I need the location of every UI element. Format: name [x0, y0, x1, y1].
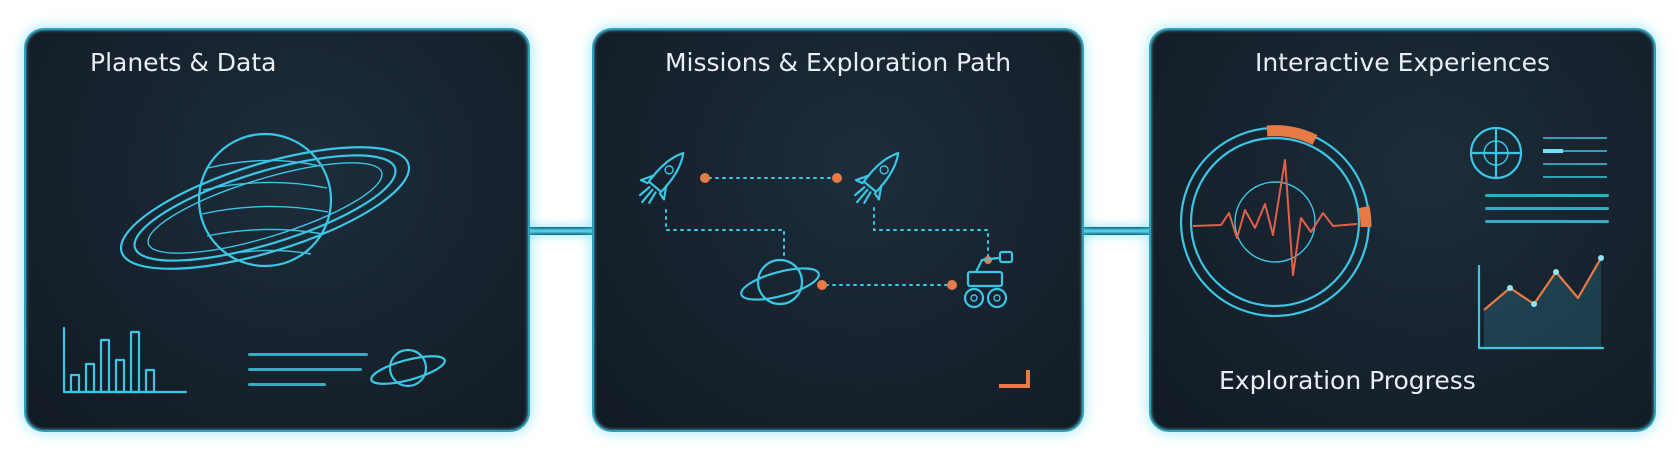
compass-icon — [1469, 126, 1523, 180]
card-title: Planets & Data — [90, 48, 277, 77]
corner-bracket-icon — [999, 370, 1030, 388]
panel-connector — [1078, 227, 1151, 235]
ringed-planet-icon — [119, 132, 411, 270]
rocket-icon — [854, 151, 900, 204]
planets-art — [62, 132, 446, 394]
small-planet-icon — [370, 348, 446, 388]
line-chart-icon — [1477, 255, 1605, 350]
panel-connector — [524, 227, 594, 235]
card-title: Missions & Exploration Path — [664, 48, 1012, 77]
ringed-planet-icon — [740, 258, 820, 306]
exploration-progress-label: Exploration Progress — [1219, 366, 1476, 395]
slider-lines — [1543, 137, 1607, 178]
card-title: Interactive Experiences — [1254, 48, 1551, 77]
exploration-path — [665, 173, 992, 290]
rover-icon — [963, 250, 1014, 309]
bar-chart-icon — [62, 326, 188, 394]
rocket-icon — [639, 151, 685, 204]
interactive-experiences-card[interactable]: Interactive Experiences — [1149, 28, 1656, 432]
missions-art — [639, 151, 1030, 388]
experiences-art — [1179, 125, 1609, 350]
decorative-text-lines — [1485, 194, 1609, 223]
heartbeat-radar-icon — [1179, 125, 1372, 318]
decorative-text-lines — [248, 353, 368, 386]
missions-exploration-card[interactable]: Missions & Exploration Path — [592, 28, 1084, 432]
planets-data-card[interactable]: Planets & Data — [24, 28, 530, 432]
